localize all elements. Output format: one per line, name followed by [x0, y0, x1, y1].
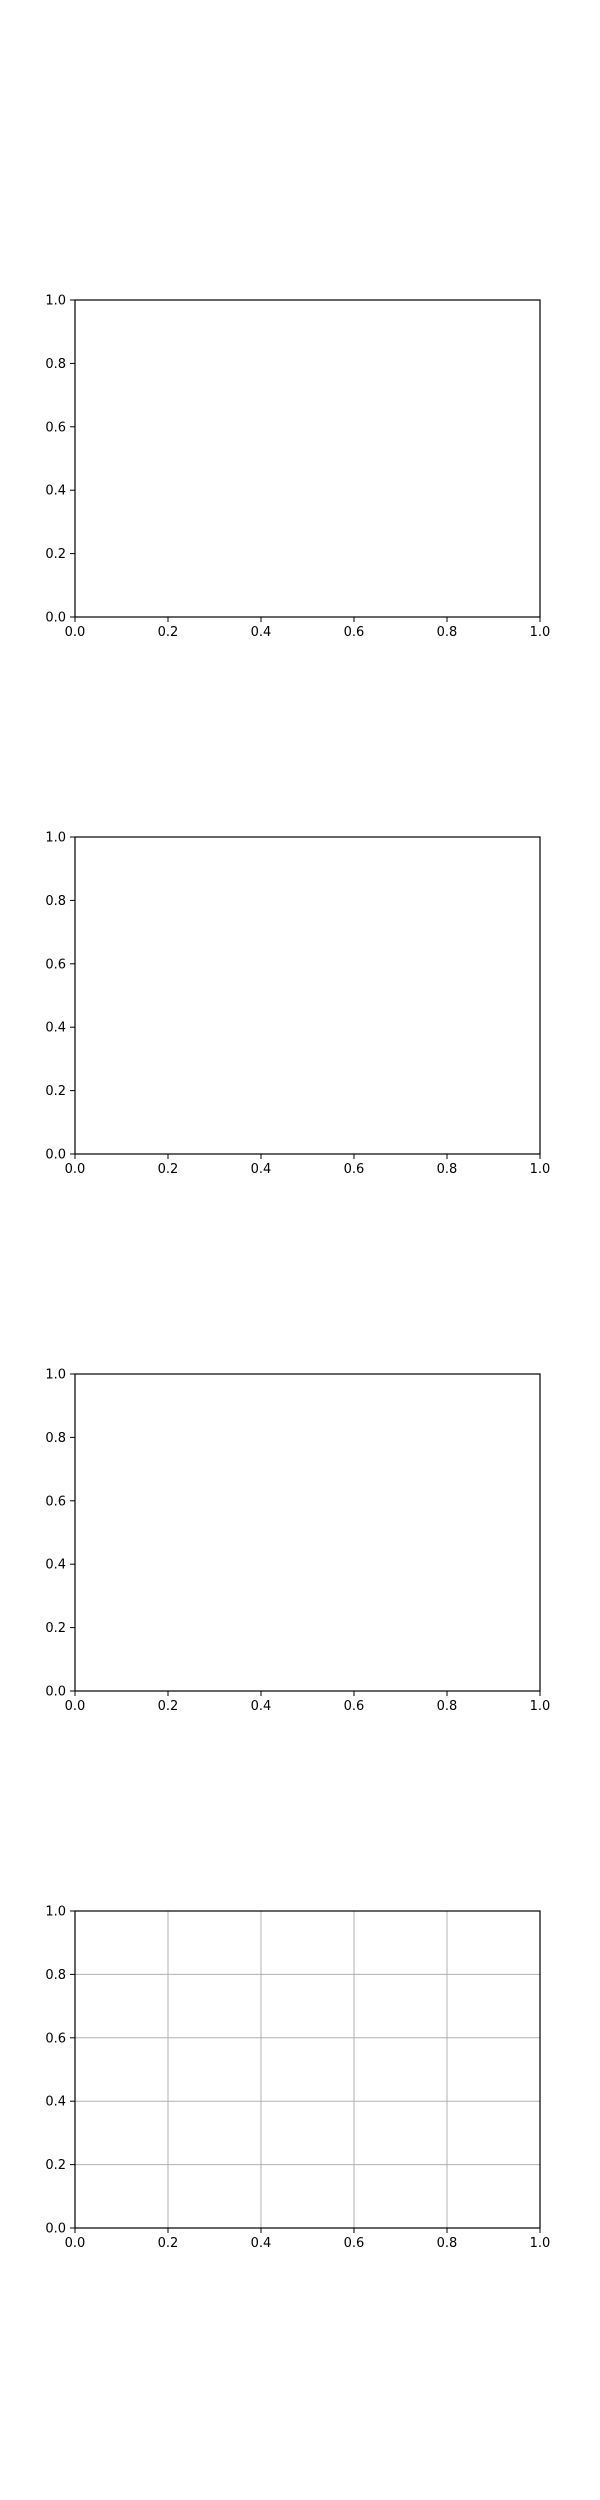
- x-tick-label: 0.6: [344, 1699, 365, 1714]
- x-tick-label: 0.4: [251, 1162, 272, 1177]
- y-tick-label: 0.2: [45, 547, 66, 562]
- y-tick-label: 1.0: [45, 1368, 66, 1383]
- y-tick-label: 0.0: [45, 1685, 66, 1700]
- x-tick-label: 0.8: [437, 1162, 458, 1177]
- x-tick-label: 0.6: [344, 625, 365, 640]
- y-tick-label: 0.8: [45, 894, 66, 909]
- x-tick-label: 0.6: [344, 2236, 365, 2251]
- y-tick-label: 0.6: [45, 1494, 66, 1509]
- x-tick-label: 1.0: [530, 625, 551, 640]
- x-tick-label: 0.2: [158, 625, 179, 640]
- x-tick-label: 0.8: [437, 625, 458, 640]
- x-tick-label: 0.2: [158, 1162, 179, 1177]
- x-tick-label: 0.0: [65, 1162, 86, 1177]
- x-tick-label: 0.2: [158, 2236, 179, 2251]
- chart-3: 0.0 0.2 0.4 0.6 0.8 1.0 0.0 0.2 0.4 0.6 0.8 1.0: [45, 1368, 550, 1715]
- x-tick-label: 0.2: [158, 1699, 179, 1714]
- y-tick-label: 0.0: [45, 611, 66, 626]
- x-tick-label: 0.4: [251, 1699, 272, 1714]
- y-tick-label: 0.4: [45, 2095, 66, 2110]
- y-tick-label: 0.6: [45, 957, 66, 972]
- y-tick-label: 0.2: [45, 2158, 66, 2173]
- y-tick-label: 0.6: [45, 420, 66, 435]
- y-tick-label: 1.0: [45, 294, 66, 309]
- y-tick-label: 0.4: [45, 1558, 66, 1573]
- y-tick-label: 0.2: [45, 1084, 66, 1099]
- x-tick-label: 0.4: [251, 625, 272, 640]
- chart-4: 0.0 0.2 0.4 0.6 0.8 1.0 0.0 0.2 0.4 0.6 0.8 1.0: [45, 1905, 550, 2252]
- y-tick-label: 0.6: [45, 2031, 66, 2046]
- y-tick-label: 1.0: [45, 1905, 66, 1920]
- x-tick-label: 0.0: [65, 1699, 86, 1714]
- x-tick-label: 1.0: [530, 1699, 551, 1714]
- y-tick-label: 0.0: [45, 1148, 66, 1163]
- chart-1: 0.0 0.2 0.4 0.6 0.8 1.0 0.0 0.2 0.4 0.6 0.8 1.0: [45, 294, 550, 641]
- plot-area-frame: [74, 836, 541, 1155]
- plot-area-frame: [74, 299, 541, 618]
- chart-2: 0.0 0.2 0.4 0.6 0.8 1.0 0.0 0.2 0.4 0.6 0.8 1.0: [45, 831, 550, 1178]
- y-tick-label: 0.4: [45, 1021, 66, 1036]
- y-tick-label: 1.0: [45, 831, 66, 846]
- x-tick-label: 1.0: [530, 2236, 551, 2251]
- x-tick-label: 1.0: [530, 1162, 551, 1177]
- x-tick-label: 0.4: [251, 2236, 272, 2251]
- x-tick-label: 0.0: [65, 625, 86, 640]
- x-tick-label: 0.8: [437, 1699, 458, 1714]
- x-tick-label: 0.6: [344, 1162, 365, 1177]
- y-tick-label: 0.0: [45, 2222, 66, 2237]
- y-tick-label: 0.8: [45, 1431, 66, 1446]
- x-tick-label: 0.0: [65, 2236, 86, 2251]
- plot-area-frame: [74, 1910, 541, 2229]
- x-tick-label: 0.8: [437, 2236, 458, 2251]
- y-tick-label: 0.8: [45, 357, 66, 372]
- y-tick-label: 0.2: [45, 1621, 66, 1636]
- y-tick-label: 0.8: [45, 1968, 66, 1983]
- plot-area-frame: [74, 1373, 541, 1692]
- y-tick-label: 0.4: [45, 484, 66, 499]
